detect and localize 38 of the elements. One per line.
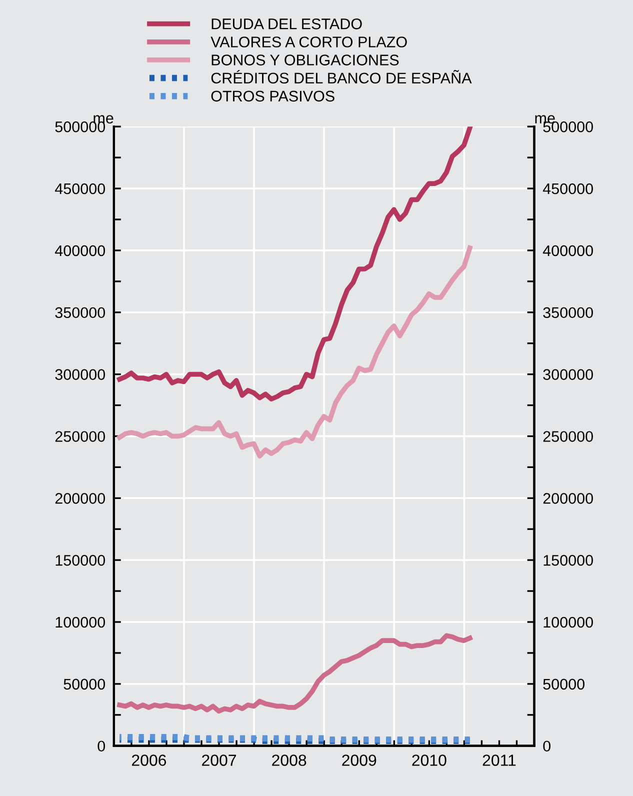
x-tick-label: 2008	[272, 754, 306, 766]
y-tick-label: 0	[98, 740, 106, 752]
legend-label: DEUDA DEL ESTADO	[212, 18, 362, 30]
y-tick-label: 450000	[54, 183, 106, 194]
legend-label: CRÉDITOS DEL BANCO DE ESPAÑA	[211, 70, 472, 84]
x-tick-label: 2011	[482, 754, 516, 766]
x-tick-label: 2010	[412, 754, 446, 766]
y2-tick-label: 150000	[544, 554, 593, 566]
y2-tick-label: 300000	[543, 369, 593, 380]
y2-tick-label: 450000	[542, 183, 593, 194]
x-tick-label: 2009	[342, 754, 376, 766]
line-series	[117, 246, 472, 458]
x-tick-label: 2006	[132, 754, 166, 766]
line-series	[117, 126, 472, 402]
y2-tick-label: 0	[543, 740, 550, 752]
x-tick-label: 2007	[202, 754, 236, 766]
y-tick-label: 150000	[56, 554, 106, 566]
y-tick-label: 50000	[64, 678, 106, 690]
y2-tick-label: 200000	[543, 493, 593, 504]
y-tick-label: 400000	[54, 245, 106, 256]
legend-label: VALORES A CORTO PLAZO	[210, 36, 407, 48]
y-tick-label: 200000	[55, 493, 106, 504]
y2-tick-label: 350000	[543, 307, 593, 318]
y-tick-label: 100000	[56, 616, 106, 628]
y2-tick-label: 100000	[544, 616, 593, 628]
y2-tick-label: 500000	[543, 121, 593, 132]
y-axis-title: me	[94, 115, 114, 124]
legend-label: OTROS PASIVOS	[211, 90, 334, 102]
legend-label: BONOS Y OBLIGACIONES	[212, 54, 399, 66]
y2-axis-title: me	[535, 115, 555, 124]
line-series	[117, 633, 472, 714]
y-tick-label: 250000	[55, 431, 106, 442]
y2-tick-label: 50000	[543, 678, 584, 690]
y-tick-label: 300000	[55, 369, 106, 380]
y-tick-label: 350000	[55, 307, 106, 318]
y2-tick-label: 400000	[542, 245, 593, 256]
y2-tick-label: 250000	[543, 431, 593, 442]
y-tick-label: 500000	[55, 121, 106, 132]
